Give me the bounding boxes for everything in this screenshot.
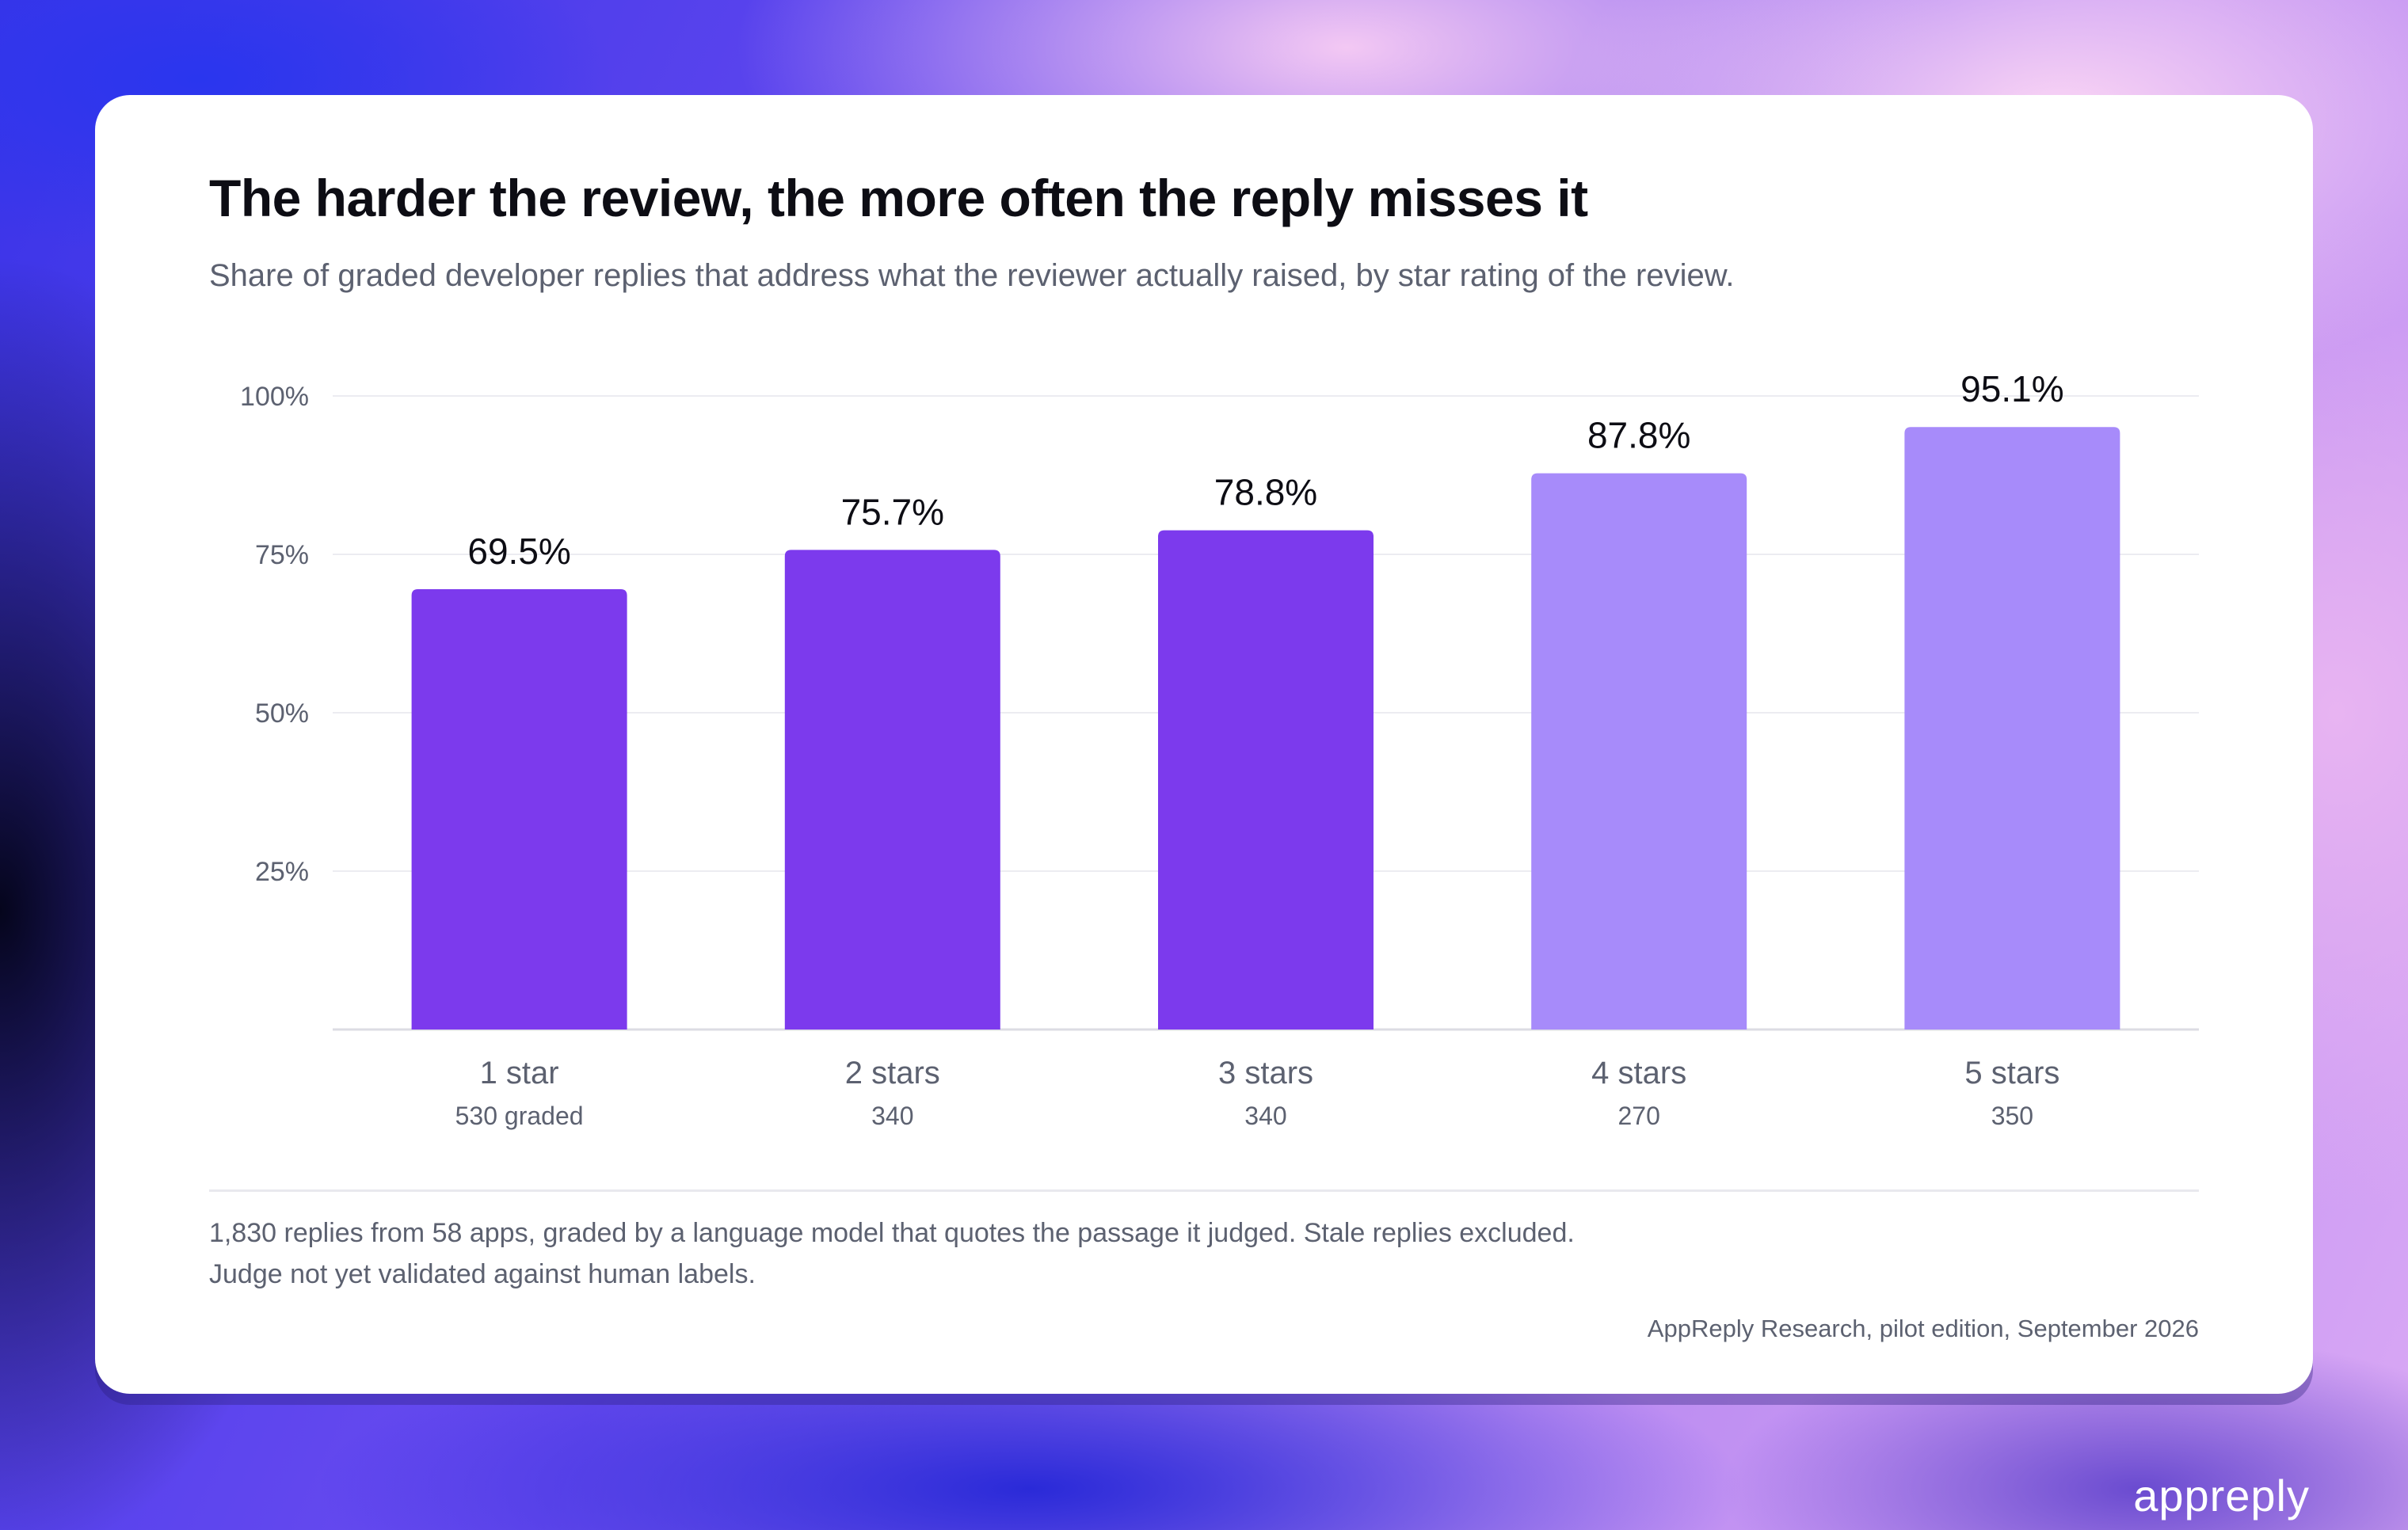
y-tick-label: 100% — [240, 382, 309, 412]
x-category-label: 1 star — [480, 1056, 559, 1090]
x-sample-label: 270 — [1618, 1102, 1660, 1130]
x-category-label: 3 stars — [1218, 1056, 1313, 1090]
x-category-label: 4 stars — [1591, 1056, 1686, 1090]
x-category-label: 2 stars — [845, 1056, 940, 1090]
y-tick-label: 50% — [255, 698, 309, 729]
x-category-label: 5 stars — [1964, 1056, 2059, 1090]
bar-value-label: 95.1% — [1960, 368, 2063, 409]
chart-title: The harder the review, the more often th… — [209, 169, 1588, 227]
footnote-line-1: 1,830 replies from 58 apps, graded by a … — [209, 1218, 1575, 1248]
bar — [784, 550, 1000, 1030]
bar-value-label: 78.8% — [1214, 472, 1317, 513]
bar-value-label: 69.5% — [467, 531, 570, 572]
bar — [1904, 427, 2120, 1030]
x-sample-label: 340 — [871, 1102, 913, 1130]
bar-value-label: 75.7% — [841, 491, 944, 532]
footnote-line-2: Judge not yet validated against human la… — [209, 1259, 756, 1289]
bar — [1531, 473, 1747, 1030]
y-tick-label: 25% — [255, 857, 309, 887]
brand-logo: appreply — [2133, 1471, 2310, 1520]
bar — [411, 589, 627, 1030]
bar-value-label: 87.8% — [1587, 415, 1690, 456]
x-sample-label: 530 graded — [455, 1102, 584, 1130]
source-credit: AppReply Research, pilot edition, Septem… — [1647, 1315, 2199, 1342]
x-sample-label: 340 — [1244, 1102, 1286, 1130]
footer-divider — [209, 1189, 2199, 1192]
chart-subtitle: Share of graded developer replies that a… — [209, 258, 1735, 293]
y-tick-label: 75% — [255, 540, 309, 570]
bar — [1158, 530, 1374, 1030]
x-sample-label: 350 — [1991, 1102, 2033, 1130]
